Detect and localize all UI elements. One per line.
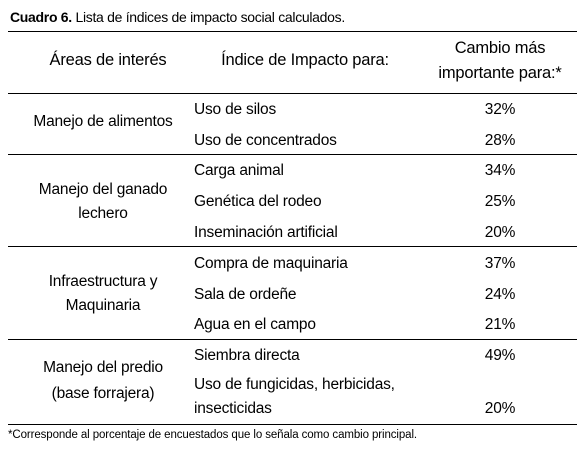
pct-agrochemicals: 20%: [484, 400, 516, 417]
index-herd-genetics: Genética del rodeo: [194, 193, 322, 210]
index-machinery-purchase: Compra de maquinaria: [194, 255, 348, 272]
pct-machinery-purchase: 37%: [484, 255, 516, 272]
area-dairy-cattle-line2: lechero: [78, 205, 128, 222]
header-change-line1: Cambio más: [454, 39, 546, 57]
header-index: Índice de Impacto para:: [221, 51, 389, 69]
top-rule: [8, 31, 577, 32]
group3-rule: [8, 339, 577, 340]
index-agrochemicals-line2: insecticidas: [194, 400, 272, 417]
bottom-rule: [8, 424, 577, 425]
area-dairy-cattle-line1: Manejo del ganado: [38, 181, 168, 198]
caption-label: Cuadro 6.: [10, 9, 72, 25]
pct-artificial-insemination: 20%: [484, 224, 516, 241]
pct-milking-parlor: 24%: [484, 286, 516, 303]
index-agrochemicals-line1: Uso de fungicidas, herbicidas,: [194, 376, 395, 393]
index-artificial-insemination: Inseminación artificial: [194, 224, 338, 241]
area-infrastructure-line1: Infraestructura y: [48, 273, 158, 290]
index-silos: Uso de silos: [194, 101, 277, 118]
area-farm-management-line2: (base forrajera): [51, 385, 155, 402]
pct-herd-genetics: 25%: [484, 193, 516, 210]
area-farm-management-line1: Manejo del predio: [43, 359, 163, 376]
group1-rule: [8, 154, 577, 155]
group2-rule: [8, 246, 577, 247]
header-rule: [8, 93, 577, 94]
header-areas: Áreas de interés: [49, 51, 167, 69]
index-direct-seeding: Siembra directa: [194, 347, 300, 364]
area-food-management: Manejo de alimentos: [33, 113, 173, 130]
pct-stocking-rate: 34%: [484, 162, 516, 179]
pct-silos: 32%: [484, 101, 516, 118]
pct-direct-seeding: 49%: [484, 347, 516, 364]
pct-concentrates: 28%: [484, 132, 516, 149]
pct-field-water: 21%: [484, 316, 516, 333]
index-stocking-rate: Carga animal: [194, 162, 284, 179]
area-infrastructure-line2: Maquinaria: [65, 297, 141, 314]
index-milking-parlor: Sala de ordeñe: [194, 286, 297, 303]
header-change-line2: importante para:*: [438, 64, 562, 82]
index-field-water: Agua en el campo: [194, 316, 316, 333]
footnote: *Corresponde al porcentaje de encuestado…: [8, 429, 418, 441]
index-concentrates: Uso de concentrados: [194, 132, 337, 149]
table-caption: Cuadro 6. Lista de índices de impacto so…: [10, 8, 345, 26]
caption-text: Lista de índices de impacto social calcu…: [71, 9, 345, 25]
